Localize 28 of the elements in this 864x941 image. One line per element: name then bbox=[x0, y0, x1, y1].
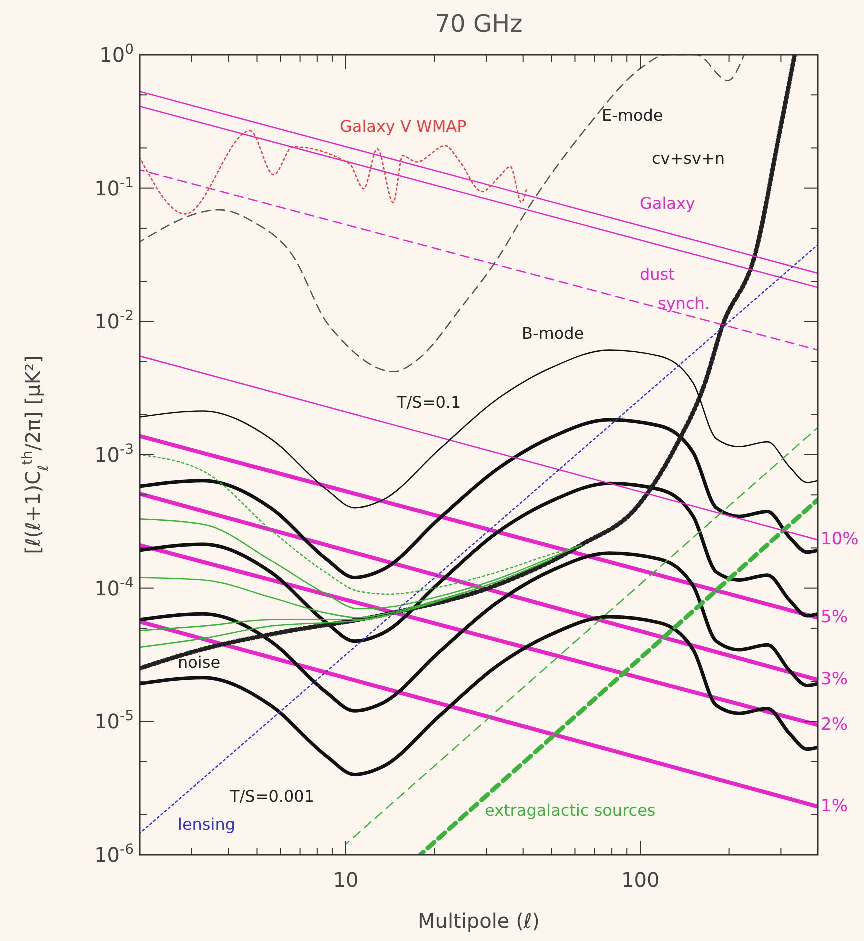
x-tick-label: 10 bbox=[333, 868, 359, 892]
annotation: B-mode bbox=[522, 324, 584, 344]
y-tick-label: 10$^{0}$ bbox=[100, 42, 134, 67]
annotation: T/S=0.1 bbox=[396, 393, 462, 412]
y-tick-label: 10$^{-4}$ bbox=[94, 575, 134, 600]
chart-title: 70 GHz bbox=[435, 10, 523, 38]
x-tick-label: 100 bbox=[622, 868, 660, 892]
annotation: extragalactic sources bbox=[485, 801, 656, 820]
annotation: Galaxy V WMAP bbox=[340, 117, 468, 136]
y-tick-label: 10$^{-2}$ bbox=[94, 308, 134, 334]
x-axis-title: Multipole (ℓ) bbox=[418, 909, 540, 933]
series-label: 10% bbox=[821, 530, 859, 550]
series-label: 5% bbox=[821, 608, 848, 628]
y-tick-label: 10$^{-1}$ bbox=[94, 175, 134, 200]
annotation: E-mode bbox=[602, 106, 664, 126]
annotation: lensing bbox=[178, 815, 236, 834]
annotation: dust bbox=[640, 265, 675, 284]
annotation: synch. bbox=[658, 294, 710, 314]
y-tick-label: 10$^{-3}$ bbox=[94, 442, 134, 467]
annotation: Galaxy bbox=[640, 194, 696, 214]
series-label: 1% bbox=[821, 796, 848, 816]
series-label: 3% bbox=[821, 670, 848, 690]
annotation: noise bbox=[178, 653, 221, 672]
y-tick-label: 10$^{-5}$ bbox=[94, 708, 134, 734]
annotation: cv+sv+n bbox=[652, 149, 726, 168]
series-label: 2% bbox=[821, 714, 848, 735]
y-tick-label: 10$^{-6}$ bbox=[94, 842, 134, 867]
annotation: T/S=0.001 bbox=[229, 787, 315, 806]
